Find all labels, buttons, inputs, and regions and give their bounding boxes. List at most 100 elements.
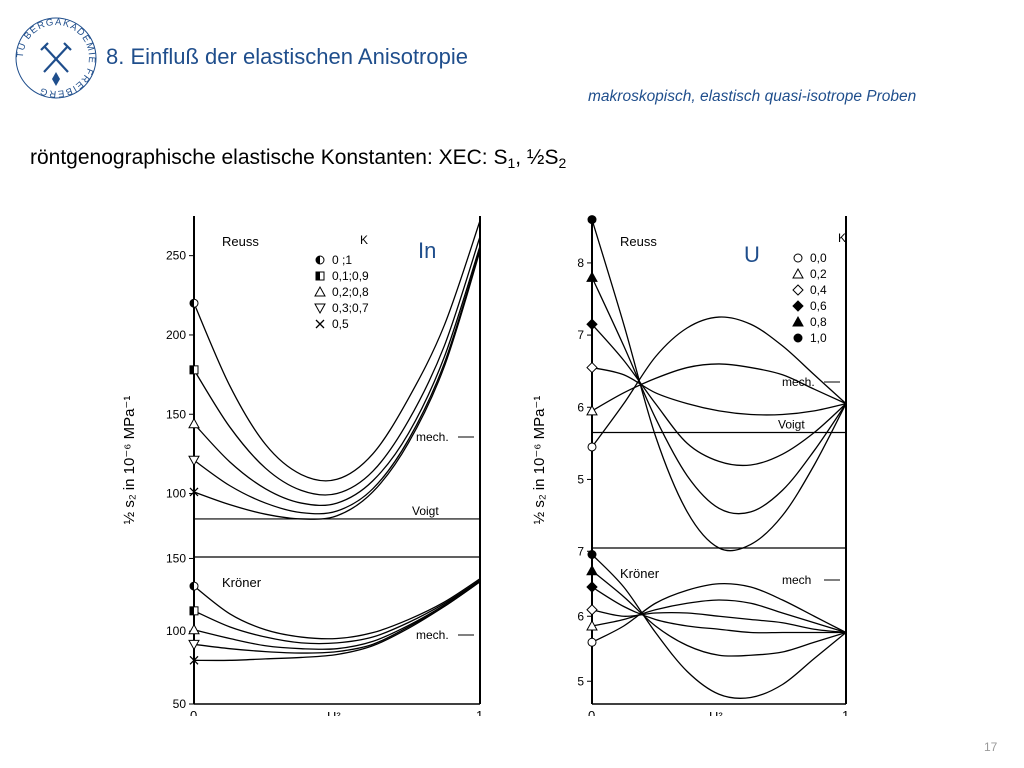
marker-shape bbox=[587, 637, 597, 647]
legend-label: 1,0 bbox=[810, 331, 827, 345]
figure-left: 0 1 H² ½ s₂ in 10⁻⁶ MPa⁻¹ 100 150 200 250 Reuss V… bbox=[121, 216, 483, 716]
y-tick-label: 50 bbox=[173, 697, 187, 711]
y-tick-label: 5 bbox=[577, 472, 584, 486]
university-logo: TU BERGAKADEMIE FREIBERG bbox=[15, 17, 97, 99]
marker-shape bbox=[586, 318, 598, 330]
marker-shape bbox=[315, 319, 325, 329]
marker-shape bbox=[793, 333, 803, 343]
marker-shape bbox=[792, 300, 804, 312]
x-axis-label: H² bbox=[709, 709, 723, 716]
mech-label: mech. bbox=[416, 430, 449, 444]
legend-marker bbox=[792, 284, 804, 296]
data-point-marker bbox=[586, 604, 598, 616]
marker-shape bbox=[586, 604, 598, 616]
data-point-marker bbox=[189, 655, 199, 665]
panel-name: Kröner bbox=[620, 566, 660, 581]
legend-marker bbox=[315, 319, 325, 329]
series-line bbox=[591, 323, 847, 467]
y-tick-label: 7 bbox=[577, 328, 584, 342]
heading-text: röntgenographische elastische Konstanten… bbox=[30, 146, 508, 169]
marker-fill bbox=[190, 299, 194, 308]
series-line bbox=[591, 609, 847, 634]
data-point-marker bbox=[586, 271, 598, 282]
page-number: 17 bbox=[984, 740, 998, 754]
legend-label: 0,8 bbox=[810, 315, 827, 329]
series-line bbox=[591, 570, 847, 657]
marker-shape bbox=[314, 303, 326, 315]
marker-shape bbox=[586, 564, 598, 576]
series-line bbox=[591, 277, 847, 515]
x-tick-label: 1 bbox=[476, 708, 483, 716]
data-point-marker bbox=[587, 442, 597, 452]
y-tick-label: 200 bbox=[166, 328, 186, 342]
data-point-marker bbox=[188, 623, 200, 635]
data-point-marker bbox=[586, 318, 598, 330]
series-line bbox=[591, 366, 847, 416]
series-line bbox=[591, 582, 847, 643]
marker-shape bbox=[586, 581, 598, 593]
figure-right: 0 1 H² ½ s₂ in 10⁻⁶ MPa⁻¹ 5 6 7 8 Reuss Voigt mech… bbox=[531, 215, 849, 716]
y-tick-label: 6 bbox=[577, 609, 584, 623]
legend-label: 0,1;0,9 bbox=[332, 269, 369, 283]
series-line bbox=[193, 578, 481, 640]
x-axis-label: H² bbox=[327, 709, 341, 716]
slide-subtitle: makroskopisch, elastisch quasi-isotrope … bbox=[588, 88, 917, 105]
series-line bbox=[591, 363, 847, 412]
data-point-marker bbox=[587, 637, 597, 647]
overlay-label-left: In bbox=[418, 238, 437, 263]
y-tick-label: 150 bbox=[166, 407, 186, 421]
marker-shape bbox=[586, 361, 598, 374]
panel-name: Reuss bbox=[620, 234, 657, 249]
legend-marker bbox=[792, 300, 804, 312]
data-point-marker bbox=[587, 215, 597, 225]
series-line bbox=[591, 554, 847, 699]
legend-marker bbox=[315, 255, 325, 265]
series-line bbox=[591, 586, 846, 634]
section-heading: röntgenographische elastische Konstanten… bbox=[30, 146, 566, 171]
series-line bbox=[193, 249, 481, 515]
mech-label: mech bbox=[782, 573, 811, 587]
data-point-marker bbox=[587, 550, 597, 559]
marker-fill bbox=[190, 606, 194, 615]
data-point-marker bbox=[586, 581, 598, 593]
y-tick-label: 100 bbox=[166, 487, 186, 501]
marker-fill bbox=[316, 256, 320, 264]
legend-label: 0,2 bbox=[810, 267, 827, 281]
series-line bbox=[193, 579, 481, 651]
heading-text-mid: , ½S bbox=[515, 146, 559, 169]
marker-fill bbox=[190, 365, 194, 374]
series-line bbox=[193, 245, 481, 507]
marker-shape bbox=[587, 442, 597, 452]
data-point-marker bbox=[189, 606, 199, 616]
data-point-marker bbox=[586, 564, 598, 576]
marker-shape bbox=[586, 404, 598, 416]
marker-fill bbox=[316, 272, 320, 280]
legend-marker bbox=[793, 333, 803, 343]
y-tick-label: 150 bbox=[166, 551, 186, 565]
legend-label: 0 ;1 bbox=[332, 253, 352, 267]
marker-shape bbox=[188, 455, 200, 467]
marker-shape bbox=[792, 315, 804, 327]
legend-label: 0,6 bbox=[810, 299, 827, 313]
x-tick-label: 1 bbox=[842, 708, 849, 716]
data-point-marker bbox=[188, 417, 200, 429]
panel-name: Reuss bbox=[222, 234, 259, 249]
marker-shape bbox=[189, 655, 199, 665]
legend-marker bbox=[792, 267, 804, 279]
legend-label: 0,2;0,8 bbox=[332, 285, 369, 299]
series-line bbox=[193, 579, 481, 645]
heading-sub-2: 2 bbox=[558, 155, 567, 171]
marker-shape bbox=[586, 619, 598, 631]
series-line bbox=[591, 219, 847, 552]
series-line bbox=[591, 316, 847, 448]
legend: K 0,0 0,2 0,4 0,6 0,8 1,0 bbox=[792, 231, 846, 345]
slide-title: 8. Einfluß der elastischen Anisotropie bbox=[106, 44, 468, 69]
mech-label: mech. bbox=[416, 628, 449, 642]
marker-shape bbox=[189, 487, 199, 497]
series-line bbox=[193, 236, 481, 496]
x-tick-label: 0 bbox=[588, 708, 595, 716]
mech-label: mech. bbox=[782, 375, 815, 389]
heading-sub-1: 1 bbox=[507, 155, 516, 171]
data-point-marker bbox=[189, 581, 199, 591]
y-axis-label: ½ s₂ in 10⁻⁶ MPa⁻¹ bbox=[121, 396, 138, 525]
